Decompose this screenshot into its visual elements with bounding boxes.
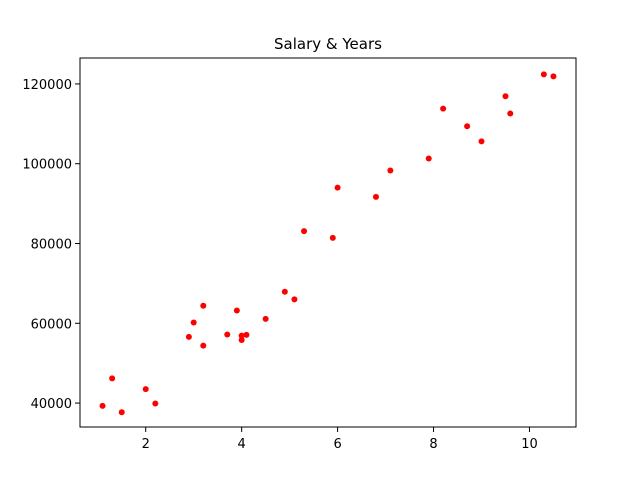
data-point xyxy=(190,319,197,326)
data-point xyxy=(233,307,240,314)
x-tick-label: 4 xyxy=(238,437,246,452)
data-point xyxy=(291,296,298,303)
data-point xyxy=(224,331,231,338)
data-point xyxy=(109,375,116,382)
data-point xyxy=(478,138,485,145)
data-point xyxy=(372,193,379,200)
data-point xyxy=(118,409,125,416)
data-point xyxy=(238,337,245,344)
data-point xyxy=(142,386,149,393)
data-point xyxy=(464,123,471,130)
data-point xyxy=(238,332,245,339)
x-tick-label: 8 xyxy=(429,437,437,452)
y-tick-label: 60000 xyxy=(31,317,72,332)
points-layer xyxy=(99,71,557,416)
data-point xyxy=(243,331,250,338)
data-point xyxy=(440,105,447,112)
data-point xyxy=(152,400,159,407)
x-tick-label: 6 xyxy=(333,437,341,452)
data-point xyxy=(99,402,106,409)
data-point xyxy=(425,155,432,162)
data-point xyxy=(200,342,207,349)
data-point xyxy=(334,184,341,191)
chart-title: Salary & Years xyxy=(274,35,382,53)
data-point xyxy=(301,228,308,235)
y-tick-label: 40000 xyxy=(31,397,72,412)
data-point xyxy=(387,167,394,174)
y-tick-label: 100000 xyxy=(22,158,72,173)
data-point xyxy=(502,93,509,100)
plot-frame xyxy=(79,57,577,428)
data-point xyxy=(507,110,514,117)
data-point xyxy=(540,71,547,78)
x-axis-ticks: 2 4 6 8 10 xyxy=(142,427,538,452)
data-point xyxy=(329,234,336,241)
y-axis-ticks: 40000 60000 80000 100000 120000 xyxy=(22,78,80,412)
x-tick-label: 10 xyxy=(521,437,538,452)
x-tick-label: 2 xyxy=(142,437,150,452)
y-tick-label: 120000 xyxy=(22,78,72,93)
data-point xyxy=(281,288,288,295)
data-point xyxy=(550,73,557,80)
data-point xyxy=(185,333,192,340)
data-point xyxy=(262,315,269,322)
y-tick-label: 80000 xyxy=(31,237,72,252)
data-point xyxy=(200,302,207,309)
